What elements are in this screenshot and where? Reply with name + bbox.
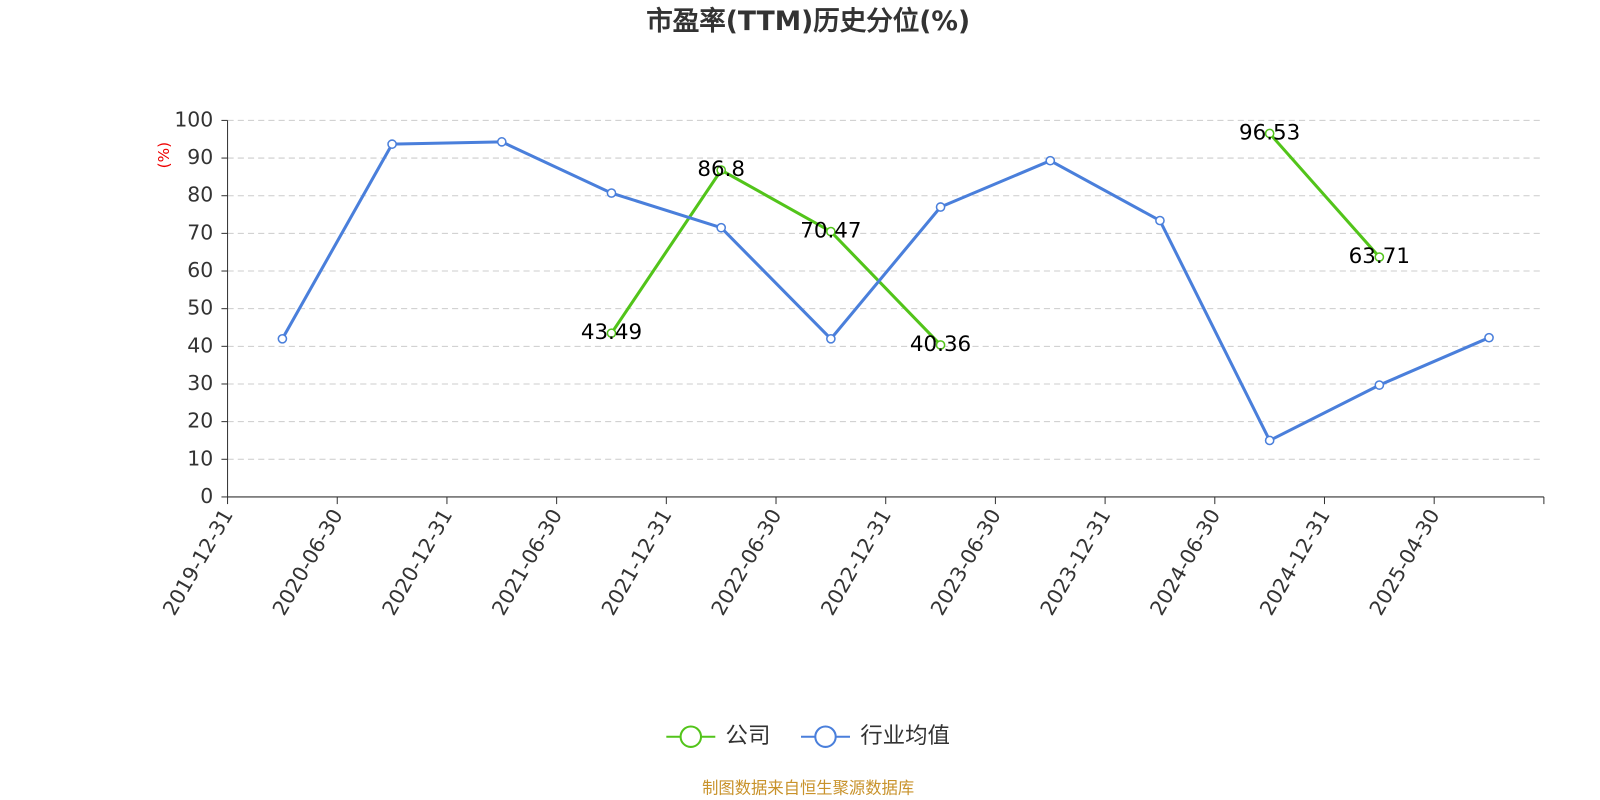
data-label: 63.71 (1349, 244, 1410, 269)
x-tick-label: 2022-12-31 (816, 505, 896, 620)
y-tick-label: 80 (187, 183, 213, 207)
source-note: 制图数据来自恒生聚源数据库 (702, 778, 914, 797)
data-point (606, 328, 617, 339)
y-tick-label: 10 (187, 446, 213, 470)
series-line (1268, 132, 1381, 259)
data-point (277, 333, 288, 344)
data-point (716, 222, 727, 233)
data-point (826, 333, 836, 344)
x-tick-label: 2023-12-31 (1035, 505, 1115, 620)
data-point (1374, 252, 1385, 262)
data-label: 86.8 (697, 157, 745, 182)
y-tick-label: 0 (200, 484, 213, 508)
x-tick-label: 2021-12-31 (597, 505, 677, 620)
y-tick-label: 90 (187, 145, 213, 169)
y-tick-label: 20 (187, 409, 213, 433)
x-tick-label: 2022-06-30 (706, 505, 786, 620)
data-point (935, 202, 946, 212)
data-point (496, 137, 507, 147)
series-line (281, 140, 1490, 443)
y-tick-label: 50 (187, 296, 213, 320)
data-label: 40.36 (910, 332, 971, 357)
x-tick-label: 2020-06-30 (267, 505, 347, 620)
data-label: 43.49 (581, 320, 642, 345)
data-label: 70.47 (800, 219, 861, 244)
legend-marker (814, 725, 837, 748)
y-tick-label: 40 (187, 333, 213, 357)
legend-label: 公司 (726, 723, 771, 749)
data-point (1374, 380, 1385, 390)
data-point (1045, 155, 1056, 166)
data-point (826, 226, 836, 237)
data-point (1264, 435, 1275, 446)
x-tick-label: 2019-12-31 (158, 505, 238, 620)
data-point (1264, 128, 1275, 139)
x-tick-label: 2021-06-30 (487, 505, 567, 620)
data-point (387, 139, 397, 149)
data-point (935, 340, 946, 350)
legend-marker (679, 725, 703, 748)
y-tick-label: 60 (187, 258, 213, 282)
y-tick-label: 70 (187, 220, 213, 244)
legend-item[interactable]: 公司 (666, 723, 770, 749)
x-tick-label: 2025-04-30 (1364, 505, 1444, 620)
data-point (606, 188, 617, 198)
x-tick-label: 2024-06-30 (1145, 505, 1225, 620)
y-axis-label: (%) (155, 142, 173, 168)
y-tick-label: 30 (187, 371, 213, 395)
legend-label: 行业均值 (860, 723, 950, 749)
data-point (1155, 215, 1165, 226)
data-point (1484, 332, 1494, 343)
legend-item[interactable]: 行业均值 (801, 723, 950, 749)
x-tick-label: 2023-06-30 (926, 505, 1006, 620)
data-point (716, 165, 727, 175)
series-line (610, 168, 942, 347)
x-tick-label: 2024-12-31 (1255, 505, 1335, 620)
chart-title: 市盈率(TTM)历史分位(%) (646, 6, 970, 37)
y-tick-label: 100 (174, 107, 213, 131)
data-label: 96.53 (1239, 120, 1300, 145)
x-tick-label: 2020-12-31 (377, 505, 457, 620)
